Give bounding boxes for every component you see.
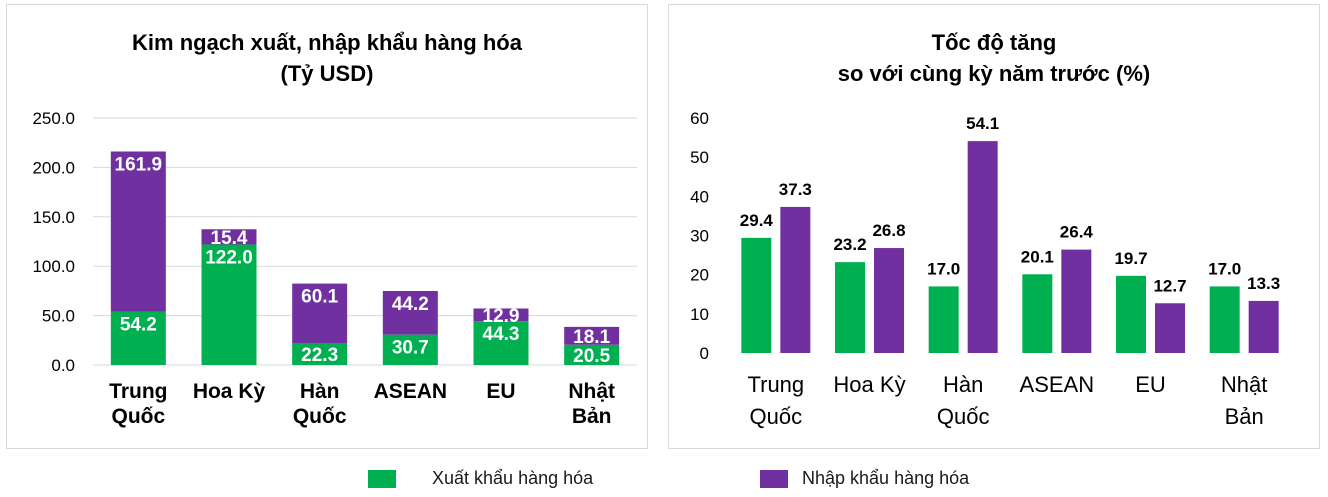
x-tick-label: Bản xyxy=(1225,404,1264,429)
legend-export: Xuất khẩu hàng hóa xyxy=(368,466,668,492)
data-label: 44.2 xyxy=(392,294,429,315)
y-tick-label: 0 xyxy=(700,344,709,363)
legend-export-label: Xuất khẩu hàng hóa xyxy=(432,468,594,488)
data-label: 20.1 xyxy=(1021,247,1054,266)
data-label: 26.8 xyxy=(872,221,905,240)
y-tick-label: 100.0 xyxy=(32,257,75,276)
x-tick-label: Quốc xyxy=(293,405,347,428)
x-tick-label: Bản xyxy=(572,405,612,428)
y-tick-label: 0.0 xyxy=(51,356,75,375)
import-bar xyxy=(1155,303,1185,353)
import-bar xyxy=(382,290,438,335)
data-label: 20.5 xyxy=(573,346,610,367)
x-tick-label: ASEAN xyxy=(1020,372,1095,397)
export-bar xyxy=(741,237,772,353)
x-tick-label: Trung xyxy=(109,380,167,403)
data-label: 15.4 xyxy=(211,228,248,249)
data-label: 60.1 xyxy=(301,287,338,308)
data-label: 19.7 xyxy=(1114,249,1147,268)
export-bar xyxy=(292,342,348,365)
data-label: 22.3 xyxy=(301,345,338,366)
y-tick-label: 200.0 xyxy=(32,158,75,177)
x-tick-label: EU xyxy=(486,380,515,403)
chart-title: Tốc độ tăng so với cùng kỳ năm trước (%) xyxy=(669,27,1319,89)
data-label: 26.4 xyxy=(1060,223,1094,242)
export-bar xyxy=(564,344,620,365)
export-bar xyxy=(110,311,166,365)
data-label: 54.2 xyxy=(120,314,157,335)
y-tick-label: 60 xyxy=(690,109,709,128)
x-tick-label: Hàn xyxy=(300,380,340,403)
y-tick-label: 50 xyxy=(690,148,709,167)
data-label: 54.1 xyxy=(966,114,999,133)
import-bar xyxy=(874,248,904,353)
export-bar xyxy=(382,334,438,365)
chart-title-line1: Tốc độ tăng xyxy=(931,30,1057,55)
import-bar xyxy=(564,326,620,345)
data-label: 23.2 xyxy=(833,235,866,254)
stacked-bar-plot: 0.0 50.0 100.0 150.0 200.0 250.0 54.2 161.9 Trun… xyxy=(32,109,637,428)
data-label: 122.0 xyxy=(205,247,253,268)
chart-title-line2: so với cùng kỳ năm trước (%) xyxy=(837,61,1151,86)
import-bar xyxy=(201,229,257,245)
x-tick-label: Quốc xyxy=(937,404,990,429)
export-bar xyxy=(1022,274,1053,353)
x-tick-label: Trung xyxy=(748,372,805,397)
import-bar xyxy=(292,283,348,343)
import-bar xyxy=(110,151,166,312)
x-tick-label: Quốc xyxy=(750,404,803,429)
x-tick-label: EU xyxy=(1135,372,1166,397)
export-bar xyxy=(473,321,529,365)
export-bar xyxy=(201,244,257,365)
x-tick-label: Hoa Kỳ xyxy=(833,372,905,397)
y-tick-label: 150.0 xyxy=(32,208,75,227)
x-tick-label: Hàn xyxy=(943,372,983,397)
y-tick-label: 250.0 xyxy=(32,109,75,128)
grouped-bar-plot: 0 10 20 30 40 50 60 29.4 37.3 Trung Quốc 23.2 26.8 Ho… xyxy=(690,109,1280,429)
data-label: 17.0 xyxy=(927,259,960,278)
data-label: 29.4 xyxy=(740,211,774,230)
y-tick-label: 50.0 xyxy=(42,307,75,326)
export-bar xyxy=(1116,275,1146,353)
data-label: 18.1 xyxy=(573,327,610,348)
legend-import: Nhập khẩu hàng hóa xyxy=(760,466,1060,492)
legend-import-swatch xyxy=(760,470,788,488)
x-tick-label: Nhật xyxy=(1221,372,1267,397)
x-tick-label: Nhật xyxy=(568,380,615,403)
data-label: 12.7 xyxy=(1153,276,1186,295)
import-bar xyxy=(967,141,998,353)
y-tick-label: 10 xyxy=(690,305,709,324)
chart-title-line2: (Tỷ USD) xyxy=(280,61,374,86)
y-tick-label: 40 xyxy=(690,187,709,206)
growth-rate-chart: Tốc độ tăng so với cùng kỳ năm trước (%)… xyxy=(668,4,1320,449)
data-label: 13.3 xyxy=(1247,274,1280,293)
legend-export-swatch xyxy=(368,470,396,488)
export-bar xyxy=(928,286,959,353)
data-label: 161.9 xyxy=(115,154,163,175)
data-label: 30.7 xyxy=(392,338,429,359)
import-bar xyxy=(1248,300,1279,353)
export-bar xyxy=(835,262,865,353)
data-label: 37.3 xyxy=(779,180,812,199)
data-label: 12.9 xyxy=(483,306,520,327)
x-tick-label: ASEAN xyxy=(374,380,448,403)
y-tick-label: 20 xyxy=(690,266,709,285)
legend-import-label: Nhập khẩu hàng hóa xyxy=(802,468,970,488)
data-label: 44.3 xyxy=(483,324,520,345)
export-import-value-chart: Kim ngạch xuất, nhập khẩu hàng hóa (Tỷ U… xyxy=(6,4,648,449)
x-tick-label: Hoa Kỳ xyxy=(193,380,266,403)
y-tick-label: 30 xyxy=(690,227,709,246)
import-bar xyxy=(780,206,811,353)
x-tick-label: Quốc xyxy=(111,405,165,428)
export-bar xyxy=(1209,286,1240,353)
data-label: 17.0 xyxy=(1208,259,1241,278)
import-bar xyxy=(473,308,529,322)
chart-title-line1: Kim ngạch xuất, nhập khẩu hàng hóa xyxy=(132,30,522,55)
import-bar xyxy=(1061,249,1092,353)
chart-title: Kim ngạch xuất, nhập khẩu hàng hóa (Tỷ U… xyxy=(7,27,647,89)
